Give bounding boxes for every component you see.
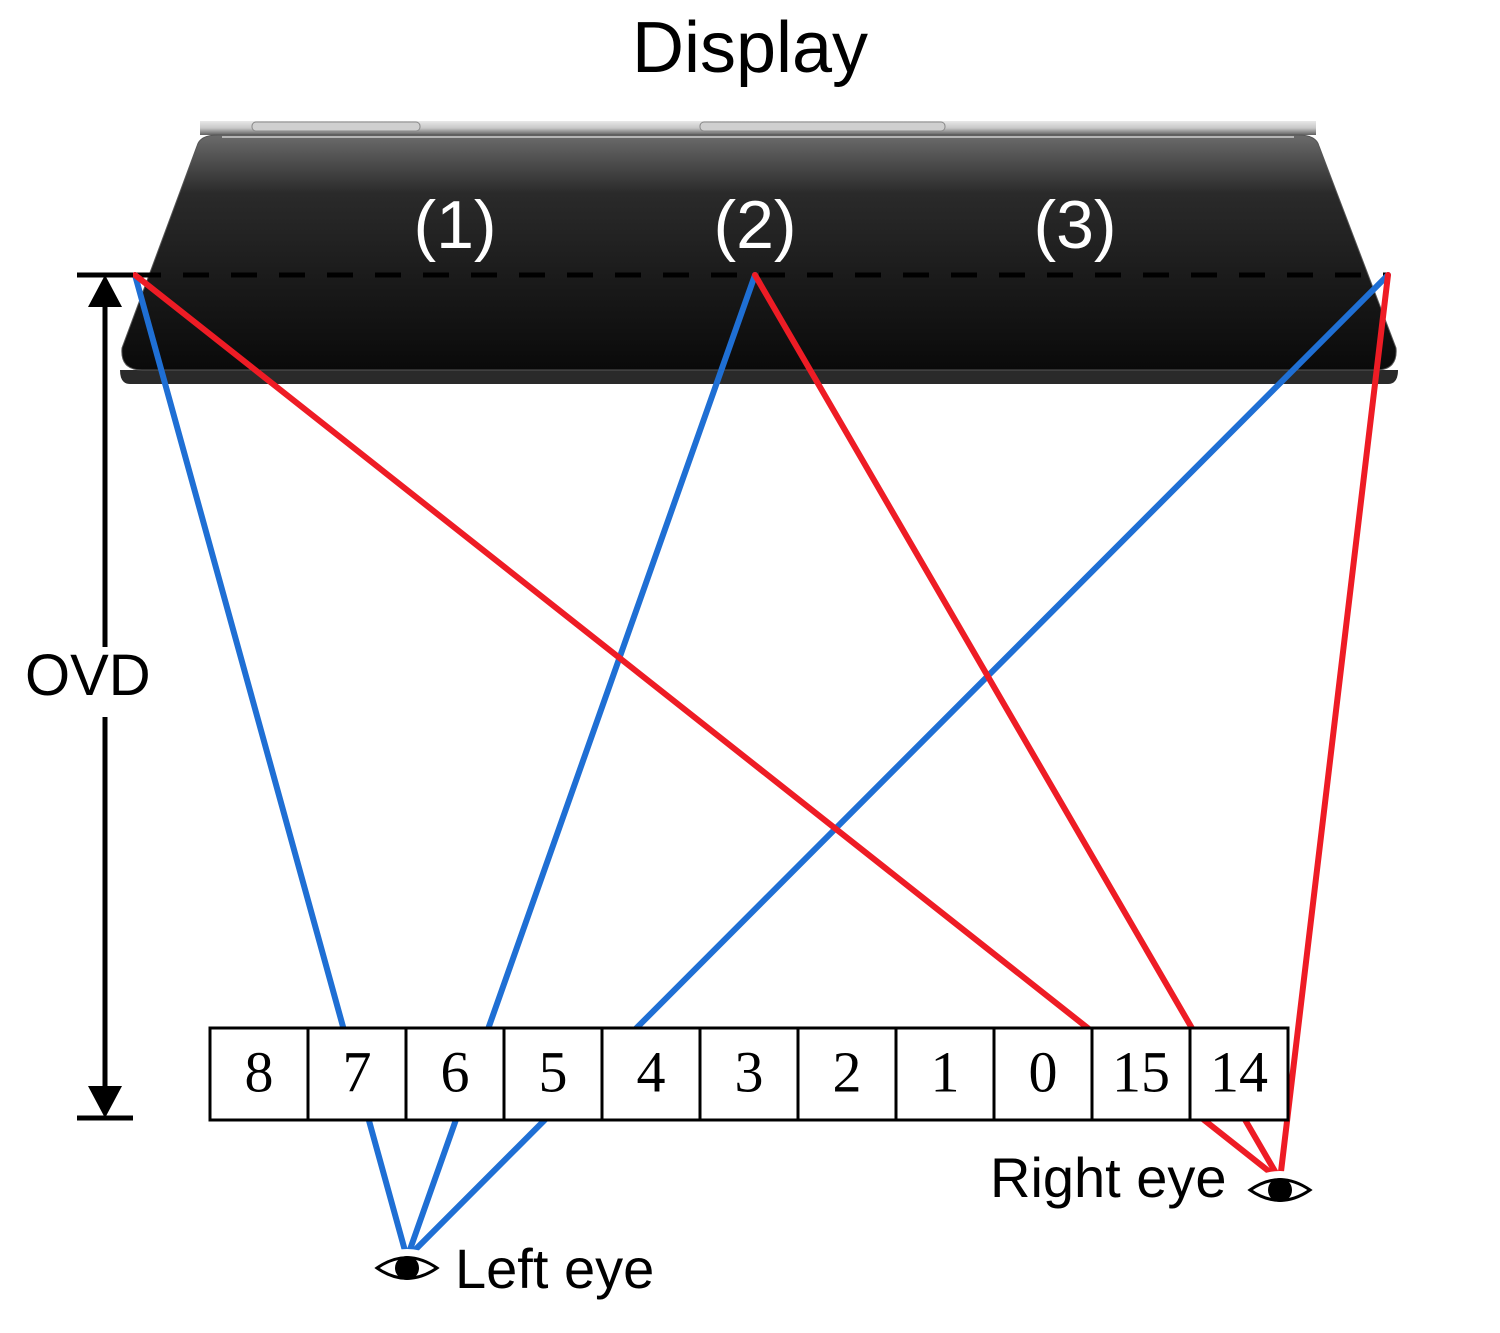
ruler: 8 7 6 5 4 3 2 1 0 15 14 bbox=[210, 1028, 1288, 1120]
ruler-cell-10: 14 bbox=[1210, 1039, 1268, 1104]
left-eye-pupil bbox=[395, 1256, 419, 1280]
ovd-label: OVD bbox=[25, 643, 151, 708]
ruler-cell-5: 3 bbox=[735, 1039, 764, 1104]
left-eye-label: Left eye bbox=[455, 1237, 654, 1300]
ruler-cell-9: 15 bbox=[1112, 1039, 1170, 1104]
ruler-cell-1: 7 bbox=[343, 1039, 372, 1104]
display-marker-3: (3) bbox=[1033, 187, 1116, 263]
ruler-cell-6: 2 bbox=[833, 1039, 862, 1104]
diagram-canvas: (1) (2) (3) 8 7 6 5 4 3 2 1 0 15 14 OVD Left eye Right e… bbox=[0, 0, 1500, 1333]
title: Display bbox=[632, 8, 868, 88]
device-button-left bbox=[252, 122, 420, 131]
ruler-cell-7: 1 bbox=[931, 1039, 960, 1104]
display-marker-1: (1) bbox=[413, 187, 496, 263]
device-bottom-edge bbox=[120, 370, 1398, 384]
ruler-cell-4: 4 bbox=[637, 1039, 666, 1104]
ruler-cell-8: 0 bbox=[1029, 1039, 1058, 1104]
device-button-right bbox=[700, 122, 945, 131]
right-eye-label: Right eye bbox=[990, 1146, 1227, 1209]
ruler-cell-3: 5 bbox=[539, 1039, 568, 1104]
ruler-cell-0: 8 bbox=[245, 1039, 274, 1104]
ruler-cell-2: 6 bbox=[441, 1039, 470, 1104]
display-marker-2: (2) bbox=[713, 187, 796, 263]
right-eye-pupil bbox=[1268, 1178, 1292, 1202]
